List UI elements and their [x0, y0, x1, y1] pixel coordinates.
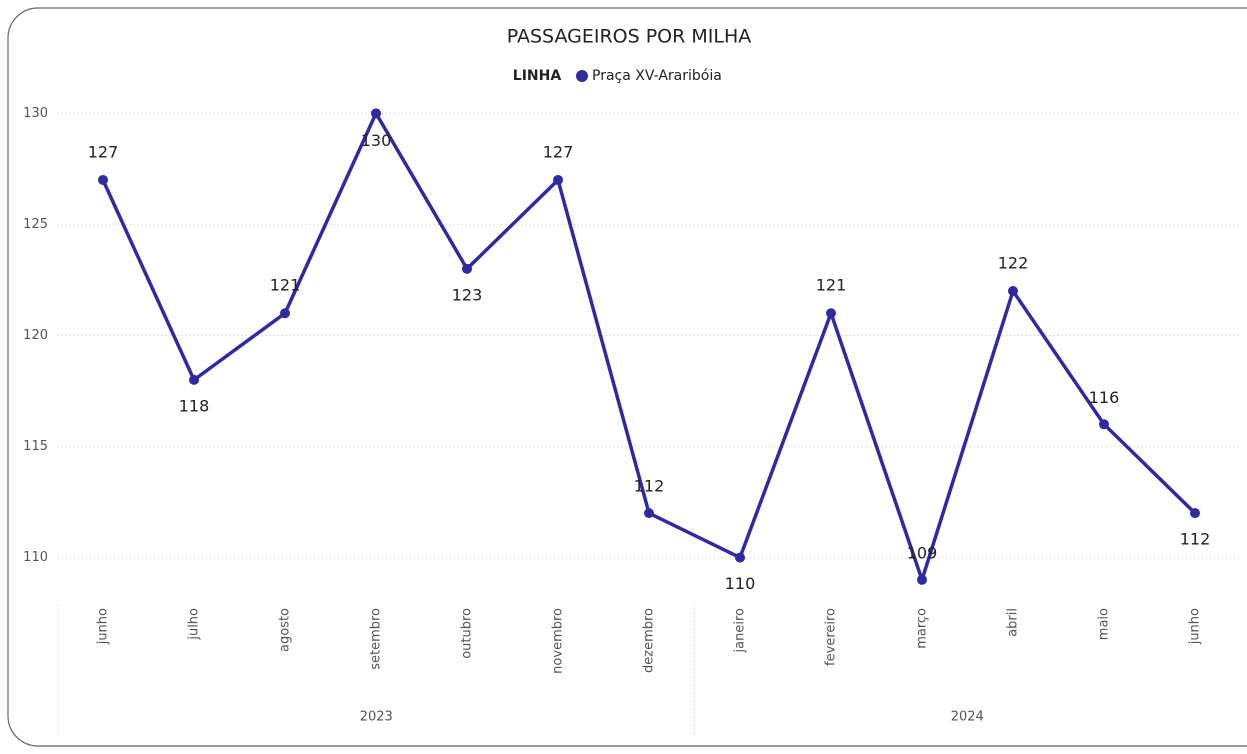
x-tick-label: junho	[1188, 608, 1203, 645]
marker	[189, 374, 199, 385]
group-label: 2023	[360, 710, 393, 725]
marker	[371, 108, 381, 119]
x-tick-label: maio	[1097, 608, 1112, 640]
data-label: 130	[361, 131, 392, 150]
x-tick-label: fevereiro	[824, 608, 839, 666]
marker	[644, 508, 654, 519]
marker	[98, 174, 108, 185]
chart-title: PASSAGEIROS POR MILHA	[507, 26, 752, 48]
data-label: 110	[725, 574, 756, 593]
x-tick-label: agosto	[278, 608, 293, 652]
x-tick-label: novembro	[551, 608, 566, 674]
marker	[735, 552, 745, 563]
x-tick-label: setembro	[369, 608, 384, 670]
data-label: 112	[634, 477, 665, 496]
data-label: 127	[88, 142, 119, 161]
data-label: 109	[907, 543, 938, 562]
data-label: 127	[543, 142, 574, 161]
marker	[826, 308, 836, 319]
marker	[462, 263, 472, 274]
marker	[280, 308, 290, 319]
x-tick-label: março	[915, 608, 930, 649]
marker	[1099, 419, 1109, 430]
x-tick-label: junho	[96, 608, 111, 645]
data-label: 122	[998, 254, 1029, 273]
y-tick-label: 130	[23, 106, 48, 121]
data-label: 118	[179, 396, 210, 415]
y-tick-label: 120	[23, 328, 48, 343]
y-tick-label: 110	[23, 550, 48, 565]
data-label: 121	[816, 276, 847, 295]
x-tick-label: abril	[1006, 608, 1021, 637]
group-label: 2024	[951, 710, 984, 725]
marker	[917, 574, 927, 585]
legend-marker	[576, 70, 588, 82]
x-tick-label: julho	[187, 608, 202, 641]
data-label: 112	[1180, 530, 1211, 549]
x-tick-label: dezembro	[642, 608, 657, 673]
card	[7, 7, 1247, 747]
marker	[1008, 286, 1018, 297]
y-tick-label: 125	[23, 217, 48, 232]
legend-title: LINHA	[513, 68, 562, 84]
x-tick-label: outubro	[460, 608, 475, 659]
data-label: 121	[270, 276, 301, 295]
y-tick-label: 115	[23, 439, 48, 454]
data-label: 123	[452, 285, 483, 304]
data-label: 116	[1089, 388, 1120, 407]
legend-label: Praça XV-Araribóia	[592, 68, 722, 84]
marker	[1190, 508, 1200, 519]
x-tick-label: janeiro	[733, 608, 748, 653]
marker	[553, 174, 563, 185]
